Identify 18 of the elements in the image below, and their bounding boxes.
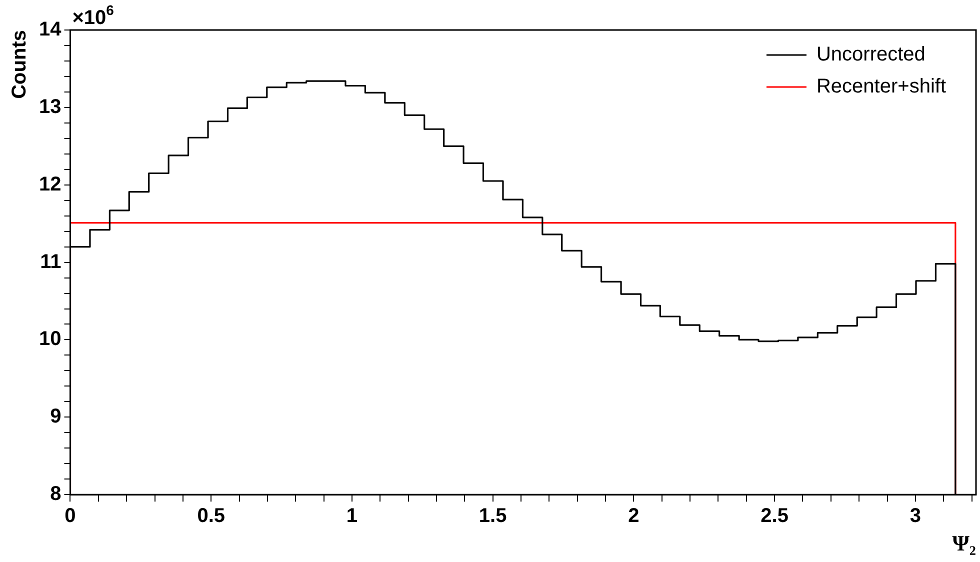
y-tick-label: 8 xyxy=(50,483,62,506)
y-tick-label: 11 xyxy=(40,250,62,273)
legend-label: Uncorrected xyxy=(816,44,926,66)
x-tick-label: 2.5 xyxy=(760,505,788,528)
x-tick-label: 0.5 xyxy=(197,505,226,528)
y-tick-label: 10 xyxy=(38,328,62,350)
y-tick-label: 13 xyxy=(38,96,62,118)
x-tick-label: 2 xyxy=(628,505,640,528)
y-tick-label: 9 xyxy=(50,406,62,428)
legend-label: Recenter+shift xyxy=(816,76,946,98)
x-tick-label: 1.5 xyxy=(478,505,507,528)
x-axis-title: Ψ₂ xyxy=(952,530,976,556)
x-tick-label: 3 xyxy=(910,505,921,528)
y-axis-title: Counts xyxy=(8,30,31,99)
y-tick-label: 14 xyxy=(38,18,62,41)
x-tick-label: 1 xyxy=(346,505,358,528)
y-tick-label: 12 xyxy=(38,173,62,196)
x-tick-label: 0 xyxy=(64,505,76,528)
